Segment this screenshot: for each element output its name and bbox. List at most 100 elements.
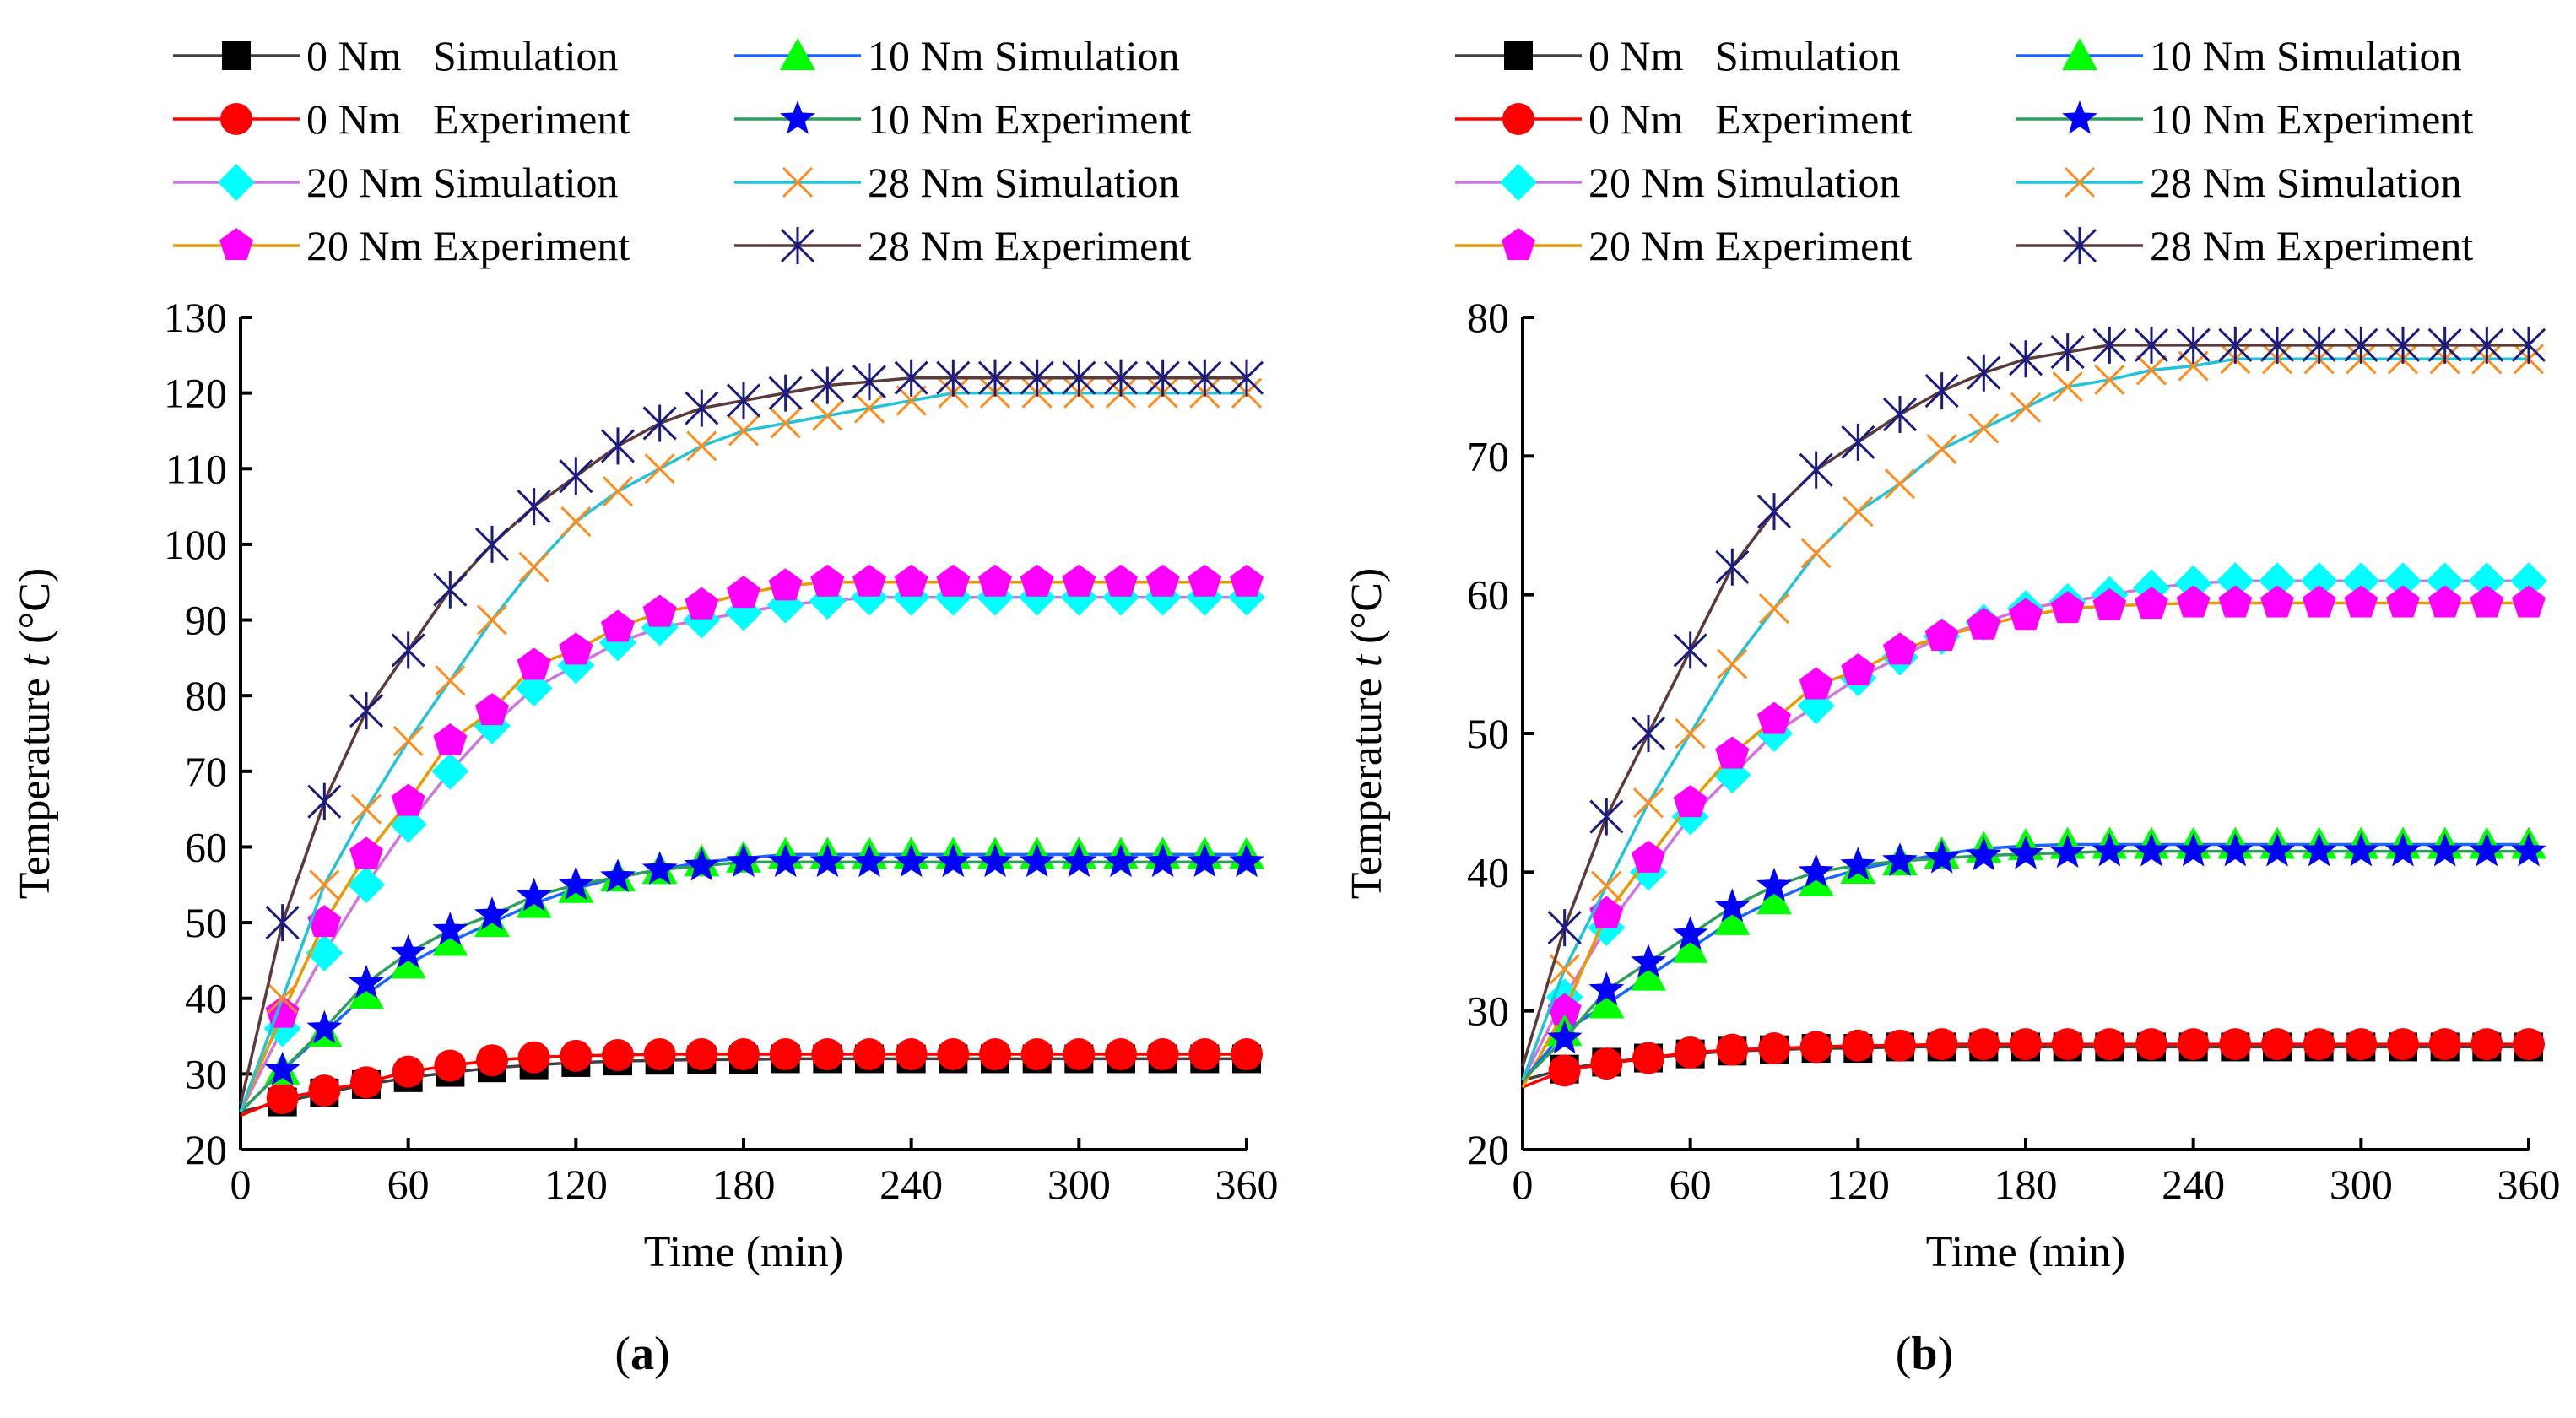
data-point-pentagon [2135, 587, 2168, 620]
y-tick-label: 40 [185, 975, 227, 1022]
data-point-asterisk [768, 374, 803, 412]
series-3 [1521, 585, 2546, 1088]
data-point-pentagon [2427, 585, 2462, 618]
data-point-pentagon [1967, 607, 2001, 640]
data-point-cross [2135, 354, 2167, 386]
data-point-asterisk [2470, 326, 2504, 364]
data-point-circle [2387, 1028, 2419, 1061]
data-point-star [432, 912, 468, 945]
data-point-asterisk [1631, 715, 1666, 752]
data-point-triangle [432, 923, 468, 956]
y-axis-label-prefix: Temperature [1343, 667, 1391, 899]
series-line [239, 376, 1247, 1105]
series-7 [239, 359, 1264, 1105]
data-point-star [390, 934, 426, 968]
data-point-asterisk [852, 363, 887, 401]
y-axis-label: Temperature t (°C) [1343, 568, 1391, 900]
data-point-star [1187, 843, 1223, 878]
data-point-pentagon [727, 576, 760, 609]
y-tick-label: 20 [1467, 1126, 1509, 1173]
data-point-star [2301, 832, 2337, 867]
series-5 [1521, 832, 2546, 1082]
data-point-cross [1926, 434, 1957, 465]
data-point-star [977, 843, 1013, 878]
data-point-pentagon [1883, 632, 1917, 665]
data-point-circle [1632, 1042, 1664, 1074]
legend-marker-square [1504, 41, 1533, 70]
legend-label: 20 Nm Simulation [1588, 159, 1900, 206]
x-tick-label: 360 [1215, 1161, 1279, 1208]
data-point-pentagon [2512, 585, 2546, 618]
data-point-circle [1231, 1038, 1263, 1071]
data-point-circle [1799, 1031, 1832, 1064]
legend-label: 10 Nm Simulation [2150, 32, 2461, 79]
x-tick-label: 180 [712, 1161, 776, 1208]
legend-marker-circle [220, 103, 252, 135]
data-point-pentagon [2009, 598, 2043, 631]
data-point-pentagon [2050, 591, 2085, 624]
data-point-star [1798, 853, 1834, 888]
data-point-cross [1591, 870, 1622, 901]
data-point-circle [728, 1038, 760, 1071]
data-point-asterisk [810, 366, 845, 404]
data-point-asterisk [1188, 359, 1222, 397]
x-tick-label: 120 [1826, 1161, 1890, 1208]
data-point-star [1924, 839, 1960, 874]
data-point-circle [1758, 1032, 1790, 1065]
data-point-asterisk [1673, 631, 1707, 669]
data-point-circle [1548, 1054, 1581, 1087]
data-point-cross [853, 392, 885, 424]
data-point-cross [2052, 371, 2083, 403]
data-point-pentagon [852, 564, 886, 597]
data-point-asterisk [726, 382, 761, 419]
data-point-pentagon [2386, 585, 2420, 618]
legend-item: 20 Nm Simulation [173, 159, 618, 206]
data-point-pentagon [475, 693, 509, 726]
data-point-star [2385, 832, 2421, 867]
y-axis-label: Temperature t (°C) [11, 568, 59, 900]
data-point-pentagon [768, 568, 803, 601]
x-tick-label: 360 [2498, 1161, 2561, 1208]
data-point-cross [1800, 538, 1832, 569]
data-point-asterisk [1020, 359, 1054, 397]
x-tick-label: 60 [1670, 1161, 1712, 1208]
series-6 [1521, 344, 2545, 1081]
data-point-pentagon [1757, 701, 1791, 734]
data-point-circle [1590, 1047, 1623, 1080]
data-point-asterisk [2344, 326, 2378, 364]
data-point-star [1882, 842, 1918, 876]
data-point-circle [560, 1039, 593, 1072]
data-point-pentagon [2176, 585, 2211, 618]
data-point-pentagon [978, 564, 1012, 597]
data-point-cross [435, 665, 466, 696]
data-point-pentagon [1673, 785, 1707, 818]
x-tick-label: 240 [2162, 1161, 2225, 1208]
data-point-circle [1884, 1029, 1916, 1062]
data-point-star [306, 1009, 343, 1044]
data-point-pentagon [433, 723, 468, 755]
data-point-asterisk [685, 389, 719, 427]
data-point-circle [811, 1038, 844, 1071]
data-point-pentagon [1547, 993, 1582, 1026]
y-axis-label-unit: (°C) [1343, 568, 1391, 655]
data-point-star [2008, 835, 2043, 869]
data-point-asterisk [559, 457, 593, 495]
data-point-diamond [2216, 562, 2254, 600]
data-point-diamond [2426, 562, 2464, 600]
data-point-cross [896, 385, 927, 416]
data-point-triangle [1798, 863, 1834, 896]
data-point-pentagon [349, 836, 383, 869]
legend-item: 0 Nm Simulation [173, 32, 618, 79]
y-tick-label: 40 [1467, 848, 1509, 896]
data-point-star [726, 843, 761, 878]
legend-item: 10 Nm Experiment [2016, 95, 2473, 143]
data-point-circle [1105, 1038, 1137, 1071]
y-tick-label: 50 [1467, 710, 1509, 757]
data-point-star [349, 964, 384, 999]
legend-marker-triangle [780, 38, 815, 70]
data-point-pentagon [1104, 564, 1138, 597]
data-point-star [935, 843, 971, 878]
data-point-cross [644, 453, 675, 484]
legend-label: 10 Nm Experiment [2150, 95, 2473, 143]
legend-label: 28 Nm Experiment [868, 222, 1191, 269]
